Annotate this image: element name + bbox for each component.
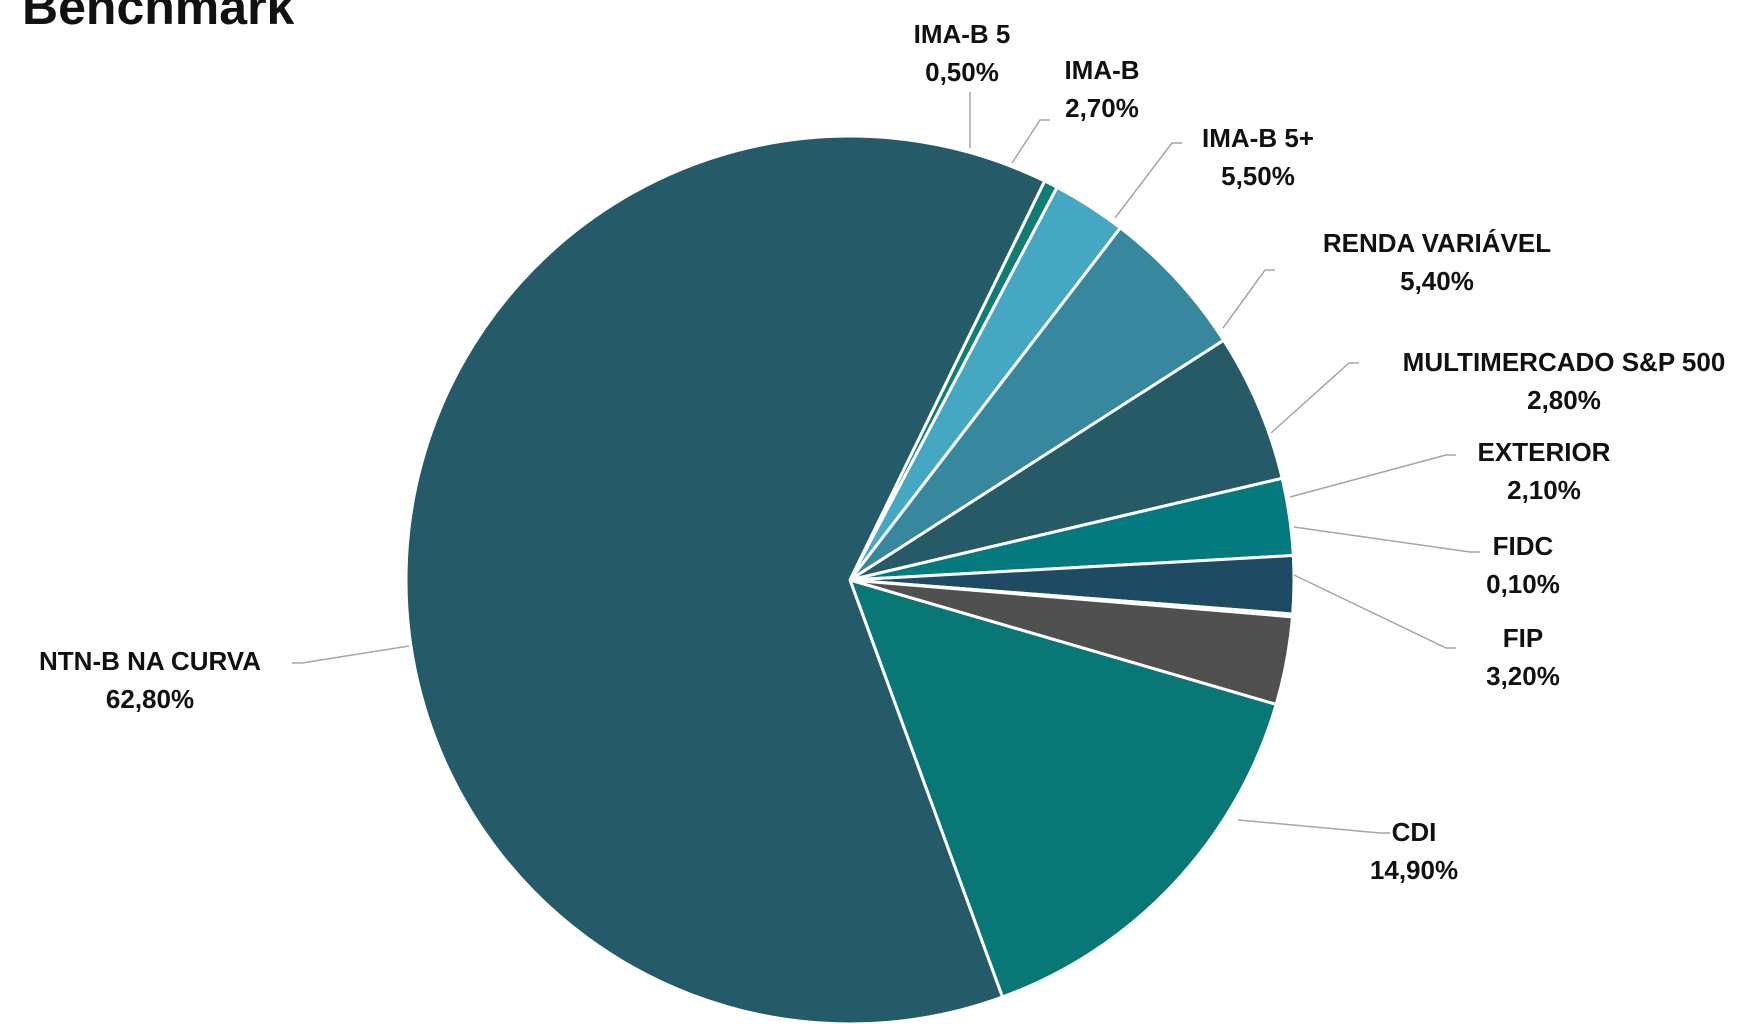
slice-label-exterior: EXTERIOR — [1478, 437, 1611, 467]
leader-line-fidc — [1293, 526, 1480, 553]
pie-slice-ima-b-5 — [848, 226, 1226, 582]
leader-line-fip — [1293, 574, 1456, 649]
slice-value-multimercado-s-p-500: 2,80% — [1527, 385, 1601, 415]
slice-value-fip: 3,20% — [1486, 661, 1560, 691]
slice-label-ima-b: IMA-B — [1064, 55, 1139, 85]
slice-label-multimercado-s-p-500: MULTIMERCADO S&P 500 — [1403, 347, 1726, 377]
slice-value-renda-variavel: 5,40% — [1400, 266, 1474, 296]
leader-line-ima-b-5 — [1114, 142, 1182, 219]
slice-value-ima-b-5: 0,50% — [925, 57, 999, 87]
leader-line-cdi — [1237, 819, 1390, 834]
leader-line-ima-b — [1011, 119, 1050, 164]
slice-label-renda-variavel: RENDA VARIÁVEL — [1323, 228, 1551, 258]
pie-slices — [404, 134, 1296, 1024]
slice-label-fip: FIP — [1503, 623, 1543, 653]
slice-value-ima-b-5: 5,50% — [1221, 161, 1295, 191]
slice-value-ima-b: 2,70% — [1065, 93, 1139, 123]
data-labels: IMA-B 5 0,50% IMA-B 2,70% IMA-B 5+ 5,50% RENDA… — [39, 19, 1725, 885]
slice-label-ima-b-5: IMA-B 5 — [914, 19, 1011, 49]
slice-label-fidc: FIDC — [1493, 531, 1554, 561]
pie-slice-renda-variavel — [848, 338, 1284, 582]
leader-line-renda-variavel — [1222, 269, 1275, 329]
slice-label-ntn-b-na-curva: NTN-B NA CURVA — [39, 646, 261, 676]
leader-lines — [292, 92, 1480, 834]
pie-slice-ntn-b-na-curva — [404, 134, 1047, 1024]
slice-value-cdi: 14,90% — [1370, 855, 1458, 885]
page-title: Benchmark — [22, 0, 295, 35]
leader-line-ntn-b-na-curva — [292, 645, 410, 664]
slice-value-fidc: 0,10% — [1486, 569, 1560, 599]
slice-value-ntn-b-na-curva: 62,80% — [106, 684, 194, 714]
slice-label-ima-b-5: IMA-B 5+ — [1202, 123, 1314, 153]
leader-line-exterior — [1289, 454, 1456, 498]
slice-label-cdi: CDI — [1392, 817, 1437, 847]
leader-line-multimercado-s-p-500 — [1270, 362, 1359, 434]
pie-slice-cdi — [848, 578, 1278, 999]
slice-value-exterior: 2,10% — [1507, 475, 1581, 505]
